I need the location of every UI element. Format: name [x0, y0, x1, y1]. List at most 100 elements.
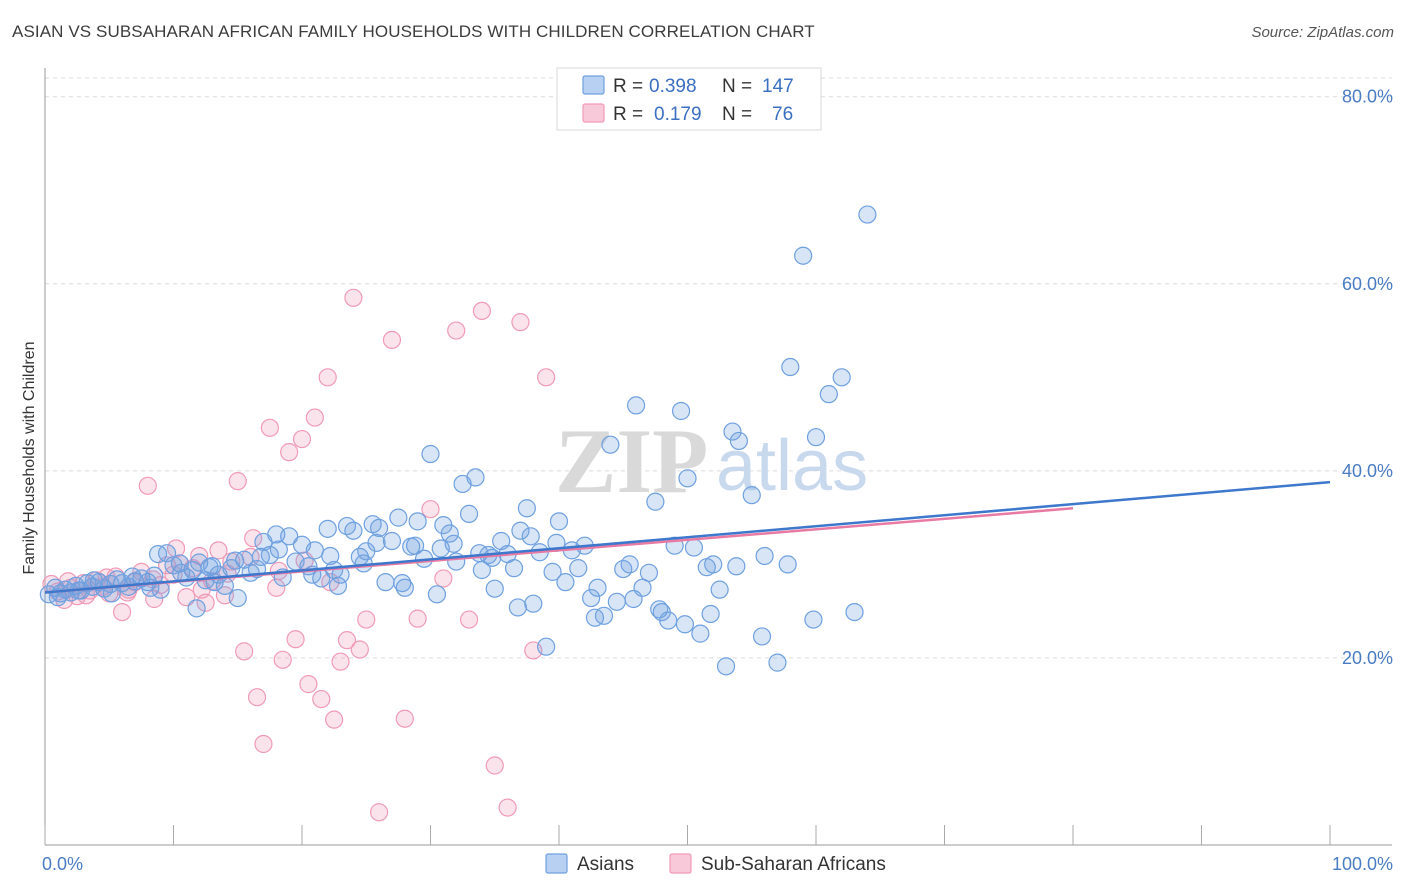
- stats-swatch-asians: [582, 75, 605, 95]
- asians-point: [781, 357, 800, 377]
- watermark-zip: ZIP: [555, 410, 708, 512]
- subsaharan-point: [228, 472, 247, 491]
- legend-label-subsaharan: Sub-Saharan Africans: [701, 854, 886, 875]
- asians-point: [408, 512, 427, 531]
- subsaharan-point: [112, 602, 132, 622]
- x-tick-labels: 0.0% 100.0%: [42, 854, 1393, 874]
- y-tick-label: 60.0%: [1342, 274, 1393, 294]
- asians-point: [819, 385, 838, 404]
- asians-point: [321, 546, 340, 566]
- stats-n-label: N =: [722, 104, 752, 125]
- asians-point: [675, 615, 695, 634]
- asians-point: [187, 599, 206, 618]
- subsaharan-point: [337, 631, 357, 650]
- asians-point: [367, 533, 386, 552]
- asians-trend-line: [44, 480, 1331, 594]
- asians-point: [508, 598, 527, 617]
- asians-point: [588, 578, 607, 597]
- subsaharan-point: [537, 368, 556, 387]
- asians-point: [421, 444, 440, 464]
- asians-point: [370, 518, 389, 538]
- asians-point: [626, 396, 646, 415]
- y-tick-label: 80.0%: [1342, 87, 1393, 107]
- asians-point: [280, 527, 299, 546]
- subsaharan-point: [244, 529, 263, 548]
- asians-point: [639, 563, 659, 582]
- asians-point: [328, 576, 348, 596]
- asians-point: [537, 637, 556, 656]
- subsaharan-point: [498, 798, 517, 817]
- asians-point: [582, 588, 601, 608]
- stats-swatch-subsaharan: [582, 103, 605, 123]
- subsaharan-point: [370, 803, 389, 822]
- subsaharan-point: [395, 709, 414, 728]
- asians-point: [601, 435, 620, 454]
- asians-point: [671, 401, 691, 421]
- asians-point: [678, 469, 697, 488]
- asians-point: [444, 534, 463, 553]
- asians-point: [549, 512, 569, 531]
- asians-point: [778, 555, 797, 574]
- asians-point: [102, 584, 121, 603]
- asians-point: [427, 585, 447, 604]
- asians-point: [389, 508, 408, 527]
- subsaharan-point: [350, 640, 369, 659]
- asians-point: [755, 546, 774, 566]
- subsaharan-point: [292, 429, 312, 449]
- asians-point: [858, 205, 877, 224]
- y-axis-label: Family Households with Children: [21, 342, 38, 575]
- asians-point: [269, 540, 288, 559]
- subsaharan-point: [325, 710, 344, 729]
- asians-point: [804, 610, 823, 629]
- trend-lines: [44, 480, 1331, 594]
- asians-point: [742, 486, 761, 505]
- asians-point: [710, 580, 729, 599]
- asians-point: [729, 431, 749, 451]
- asians-point: [524, 594, 543, 613]
- asians-point: [459, 504, 479, 523]
- asians-point: [727, 557, 746, 576]
- y-tick-label: 40.0%: [1342, 461, 1393, 481]
- asians-point: [260, 545, 279, 565]
- asians-point: [684, 538, 704, 557]
- subsaharan-point: [459, 610, 479, 629]
- subsaharan-point: [260, 418, 279, 437]
- asians-point: [691, 624, 710, 643]
- asians-point: [251, 547, 270, 567]
- subsaharan-point: [485, 756, 504, 775]
- stats-legend: R = 0.398 N = 147 R = 0.179 N = 76: [556, 67, 822, 131]
- series-legend: Asians Sub-Saharan Africans: [545, 853, 886, 875]
- subsaharan-point: [299, 675, 318, 694]
- subsaharan-point: [235, 642, 254, 661]
- asians-point: [485, 579, 504, 598]
- source-label: Source: ZipAtlas.com: [1251, 24, 1394, 41]
- y-tick-label: 20.0%: [1342, 648, 1393, 668]
- asians-point: [521, 527, 540, 546]
- subsaharan-point: [312, 689, 331, 709]
- asians-point: [768, 653, 787, 672]
- legend-swatch-asians: [545, 853, 568, 874]
- asians-point: [344, 521, 363, 540]
- watermark-atlas: atlas: [716, 426, 868, 506]
- subsaharan-point: [280, 443, 299, 462]
- asians-point: [832, 368, 851, 387]
- asians-point: [226, 551, 245, 570]
- asians-point: [704, 555, 723, 574]
- subsaharan-point: [511, 313, 530, 332]
- asians-point: [511, 521, 530, 540]
- asians-point: [594, 606, 614, 625]
- stats-r-value: 0.179: [654, 104, 702, 125]
- asians-point: [543, 562, 562, 581]
- asians-point: [164, 556, 183, 575]
- asians-point: [305, 541, 324, 560]
- subsaharan-point: [273, 650, 292, 669]
- legend-swatch-subsaharan: [669, 853, 692, 874]
- x-tick-label: 0.0%: [42, 854, 83, 874]
- subsaharan-point: [209, 541, 228, 560]
- subsaharan-point: [247, 688, 267, 707]
- axes: [44, 68, 1392, 846]
- asians-point: [318, 519, 337, 538]
- stats-n-value: 76: [772, 104, 793, 125]
- asians-point: [723, 422, 742, 441]
